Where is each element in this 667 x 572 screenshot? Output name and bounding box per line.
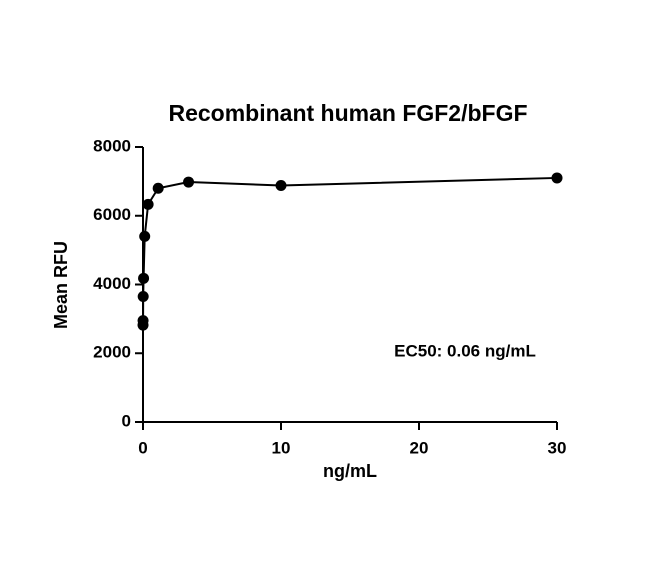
x-tick-label: 10 — [272, 438, 291, 457]
data-point — [551, 172, 563, 184]
chart-title: Recombinant human FGF2/bFGF — [168, 100, 527, 126]
annotation: EC50: 0.06 ng/mL — [394, 341, 536, 360]
x-axis-label: ng/mL — [323, 461, 377, 481]
data-point — [183, 176, 195, 188]
fit-line — [142, 176, 558, 326]
y-tick-label: 2000 — [93, 343, 131, 362]
y-tick-label: 4000 — [93, 274, 131, 293]
data-point — [139, 230, 151, 242]
y-tick-label: 8000 — [93, 136, 131, 155]
data-point — [142, 198, 154, 210]
data-point — [137, 315, 149, 327]
y-tick-label: 0 — [122, 411, 131, 430]
x-tick-label: 0 — [138, 438, 147, 457]
data-point — [138, 272, 150, 284]
y-tick-label: 6000 — [93, 205, 131, 224]
x-tick-label: 30 — [548, 438, 567, 457]
x-tick-label: 20 — [410, 438, 429, 457]
y-axis-label: Mean RFU — [51, 241, 71, 329]
data-point — [275, 180, 287, 191]
data-point — [152, 182, 164, 194]
data-point — [137, 291, 149, 303]
